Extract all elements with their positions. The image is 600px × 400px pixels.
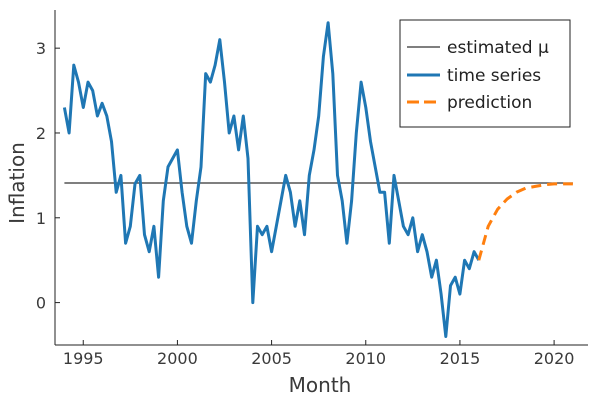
plot-frame bbox=[54, 10, 588, 346]
legend: estimated μ time series prediction bbox=[399, 19, 571, 128]
y-tick-label: 1 bbox=[36, 209, 46, 228]
x-tick-label: 2000 bbox=[157, 349, 198, 368]
x-tick-label: 1995 bbox=[63, 349, 104, 368]
x-tick-label: 2010 bbox=[345, 349, 386, 368]
time-series-line bbox=[62, 21, 481, 338]
x-tick-label: 2005 bbox=[251, 349, 292, 368]
prediction-line bbox=[477, 182, 573, 261]
y-axis-title: Inflation bbox=[5, 142, 29, 224]
legend-label: estimated μ bbox=[447, 38, 549, 58]
legend-items: estimated μ time series prediction bbox=[407, 38, 549, 113]
y-tick-label: 2 bbox=[36, 124, 46, 143]
y-tick-label: 3 bbox=[36, 39, 46, 58]
x-tick-label: 2020 bbox=[534, 349, 575, 368]
y-tick-label: 0 bbox=[36, 294, 46, 313]
legend-label: time series bbox=[447, 66, 541, 86]
legend-label: prediction bbox=[447, 93, 532, 113]
tick-layer: 1995 2000 2005 2010 2015 2020 0 1 2 3 bbox=[36, 39, 575, 368]
x-axis-title: Month bbox=[289, 373, 352, 397]
x-tick-label: 2015 bbox=[440, 349, 481, 368]
series-layer bbox=[62, 21, 573, 338]
